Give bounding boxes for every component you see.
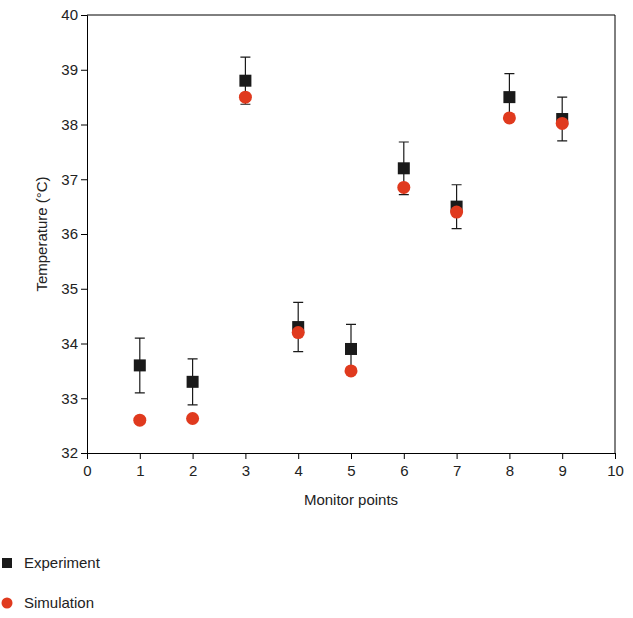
x-tick-mark [298, 453, 299, 459]
x-tick: 6 [400, 453, 408, 479]
x-axis: 0 1 2 3 4 5 6 7 8 9 10 [83, 453, 624, 479]
x-tick-label: 3 [242, 462, 250, 479]
y-tick-label: 37 [61, 171, 78, 188]
chart: 012345678910323334353637383940Monitor po… [0, 0, 633, 618]
y-tick-label: 38 [61, 116, 78, 133]
y-tick-mark [81, 179, 87, 180]
legend-label: Experiment [24, 554, 101, 571]
y-axis: 32 33 34 35 36 37 38 39 40 [61, 6, 87, 461]
legend-label: Simulation [24, 594, 94, 611]
marker-circle [503, 111, 516, 124]
legend-swatch [2, 558, 12, 568]
y-tick-label: 36 [61, 225, 78, 242]
y-tick-label: 33 [61, 390, 78, 407]
x-tick-label: 5 [347, 462, 355, 479]
x-tick-mark [193, 453, 194, 459]
x-axis-title: Monitor points [304, 491, 398, 508]
x-tick: 9 [559, 453, 567, 479]
x-tick: 3 [242, 453, 250, 479]
marker-square [239, 75, 251, 87]
y-axis-title: Temperature (°C) [33, 176, 50, 291]
y-tick-mark [81, 344, 87, 345]
x-tick: 7 [453, 453, 461, 479]
marker-circle [556, 117, 569, 130]
marker-square [187, 376, 199, 388]
x-tick: 2 [189, 453, 197, 479]
y-tick-mark [81, 453, 87, 454]
y-tick-mark [81, 289, 87, 290]
legend-item: Experiment [2, 554, 101, 571]
x-tick-label: 6 [400, 462, 408, 479]
y-tick: 37 [61, 171, 87, 188]
y-tick: 35 [61, 280, 87, 297]
x-tick-mark [615, 453, 616, 459]
x-tick: 4 [295, 453, 303, 479]
y-tick: 32 [61, 444, 87, 461]
marker-circle [186, 412, 199, 425]
series [134, 57, 568, 405]
y-tick-mark [81, 125, 87, 126]
marker-circle [450, 206, 463, 219]
y-tick: 33 [61, 390, 87, 407]
x-tick-mark [140, 453, 141, 459]
y-tick: 36 [61, 225, 87, 242]
y-tick-label: 35 [61, 280, 78, 297]
x-tick-mark [351, 453, 352, 459]
plot-area [133, 57, 568, 426]
marker-square [503, 91, 515, 103]
x-tick-mark [404, 453, 405, 459]
x-tick-label: 4 [295, 462, 303, 479]
x-axis-line [88, 454, 616, 460]
x-tick-mark [245, 453, 246, 459]
marker-circle [345, 364, 358, 377]
y-tick-mark [81, 398, 87, 399]
y-tick: 38 [61, 116, 87, 133]
series [133, 91, 568, 427]
y-tick-mark [81, 234, 87, 235]
y-tick-label: 39 [61, 61, 78, 78]
error-bar-line [135, 338, 145, 393]
y-tick: 40 [61, 6, 87, 23]
x-tick-label: 10 [607, 462, 624, 479]
x-tick-label: 1 [136, 462, 144, 479]
x-tick-label: 8 [506, 462, 514, 479]
legend-swatch [2, 598, 13, 609]
marker-square [134, 359, 146, 371]
error-bar-line [188, 359, 198, 405]
y-tick-label: 34 [61, 335, 78, 352]
legend: Experiment Simulation [2, 554, 101, 611]
x-tick-label: 7 [453, 462, 461, 479]
x-tick: 0 [83, 453, 91, 479]
marker-square [345, 343, 357, 355]
y-tick-mark [81, 15, 87, 16]
x-tick: 8 [506, 453, 514, 479]
x-tick-mark [509, 453, 510, 459]
x-tick: 10 [607, 453, 624, 479]
y-tick: 39 [61, 61, 87, 78]
x-tick: 5 [347, 453, 355, 479]
y-tick-label: 40 [61, 6, 78, 23]
marker-circle [397, 181, 410, 194]
error-bar [188, 359, 198, 405]
x-tick-label: 9 [559, 462, 567, 479]
x-tick: 1 [136, 453, 144, 479]
y-tick-mark [81, 70, 87, 71]
x-tick-label: 0 [83, 462, 91, 479]
x-tick-label: 2 [189, 462, 197, 479]
marker-square [398, 162, 410, 174]
x-tick-mark [562, 453, 563, 459]
marker-circle [133, 414, 146, 427]
y-tick: 34 [61, 335, 87, 352]
x-tick-mark [457, 453, 458, 459]
plot-frame [87, 15, 615, 453]
marker-circle [239, 91, 252, 104]
error-bar [135, 338, 145, 393]
marker-circle [292, 326, 305, 339]
y-axis-line [81, 16, 88, 454]
legend-item: Simulation [2, 594, 95, 611]
y-tick-label: 32 [61, 444, 78, 461]
